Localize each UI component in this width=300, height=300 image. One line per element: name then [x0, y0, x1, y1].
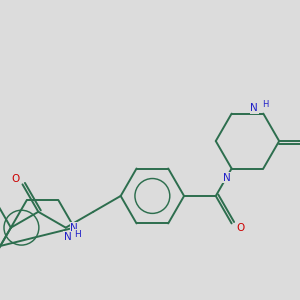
Text: O: O	[236, 223, 245, 233]
Text: H: H	[262, 100, 269, 109]
Text: H: H	[74, 230, 80, 239]
Text: N: N	[64, 232, 72, 242]
Text: O: O	[12, 174, 20, 184]
Text: N: N	[70, 223, 78, 233]
Text: N: N	[250, 103, 258, 113]
Text: N: N	[223, 172, 231, 183]
